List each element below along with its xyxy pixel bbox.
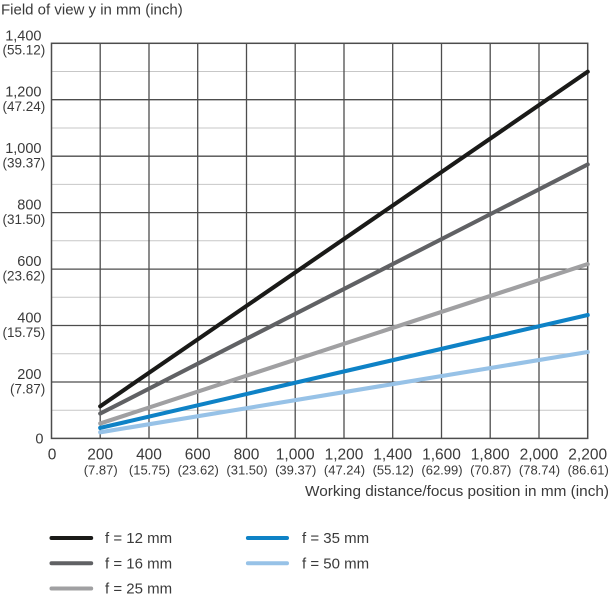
svg-text:(15.75): (15.75) <box>129 462 170 477</box>
svg-text:(55.12): (55.12) <box>373 462 414 477</box>
svg-text:800: 800 <box>17 198 41 214</box>
svg-text:Field of view y in mm (inch): Field of view y in mm (inch) <box>1 2 183 19</box>
svg-text:1,000: 1,000 <box>5 141 41 157</box>
svg-text:(23.62): (23.62) <box>178 462 219 477</box>
svg-text:1,200: 1,200 <box>325 447 364 464</box>
svg-text:1,400: 1,400 <box>5 28 41 44</box>
svg-text:(78.74): (78.74) <box>519 462 560 477</box>
svg-text:(55.12): (55.12) <box>3 43 46 58</box>
svg-text:800: 800 <box>234 447 260 464</box>
svg-text:f = 35 mm: f = 35 mm <box>302 530 369 547</box>
svg-text:200: 200 <box>87 447 113 464</box>
svg-text:1,600: 1,600 <box>422 447 461 464</box>
svg-text:(39.37): (39.37) <box>3 156 46 171</box>
svg-text:f = 25 mm: f = 25 mm <box>105 581 172 598</box>
svg-text:0: 0 <box>48 447 57 464</box>
svg-text:(47.24): (47.24) <box>3 99 46 114</box>
svg-text:(31.50): (31.50) <box>226 462 267 477</box>
svg-text:f = 12 mm: f = 12 mm <box>105 530 172 547</box>
svg-text:1,400: 1,400 <box>373 447 412 464</box>
svg-text:(7.87): (7.87) <box>10 381 45 396</box>
svg-text:1,800: 1,800 <box>471 447 510 464</box>
svg-text:(62.99): (62.99) <box>421 462 462 477</box>
svg-text:(47.24): (47.24) <box>324 462 365 477</box>
svg-text:2,200: 2,200 <box>568 447 607 464</box>
svg-text:2,000: 2,000 <box>520 447 559 464</box>
svg-text:400: 400 <box>136 447 162 464</box>
svg-text:0: 0 <box>35 431 43 447</box>
svg-text:(15.75): (15.75) <box>3 325 46 340</box>
svg-text:f = 50 mm: f = 50 mm <box>302 556 369 573</box>
svg-text:200: 200 <box>17 367 41 383</box>
svg-text:1,000: 1,000 <box>276 447 315 464</box>
svg-text:600: 600 <box>185 447 211 464</box>
svg-text:(39.37): (39.37) <box>275 462 316 477</box>
svg-text:(86.61): (86.61) <box>568 462 609 477</box>
svg-text:Working distance/focus positio: Working distance/focus position in mm (i… <box>305 483 609 500</box>
svg-text:(70.87): (70.87) <box>470 462 511 477</box>
svg-text:f = 16 mm: f = 16 mm <box>105 556 172 573</box>
svg-text:(7.87): (7.87) <box>84 462 118 477</box>
svg-text:1,200: 1,200 <box>5 85 41 101</box>
svg-text:(31.50): (31.50) <box>3 212 46 227</box>
svg-text:(23.62): (23.62) <box>3 269 46 284</box>
svg-text:400: 400 <box>17 311 41 327</box>
svg-text:600: 600 <box>17 254 41 270</box>
